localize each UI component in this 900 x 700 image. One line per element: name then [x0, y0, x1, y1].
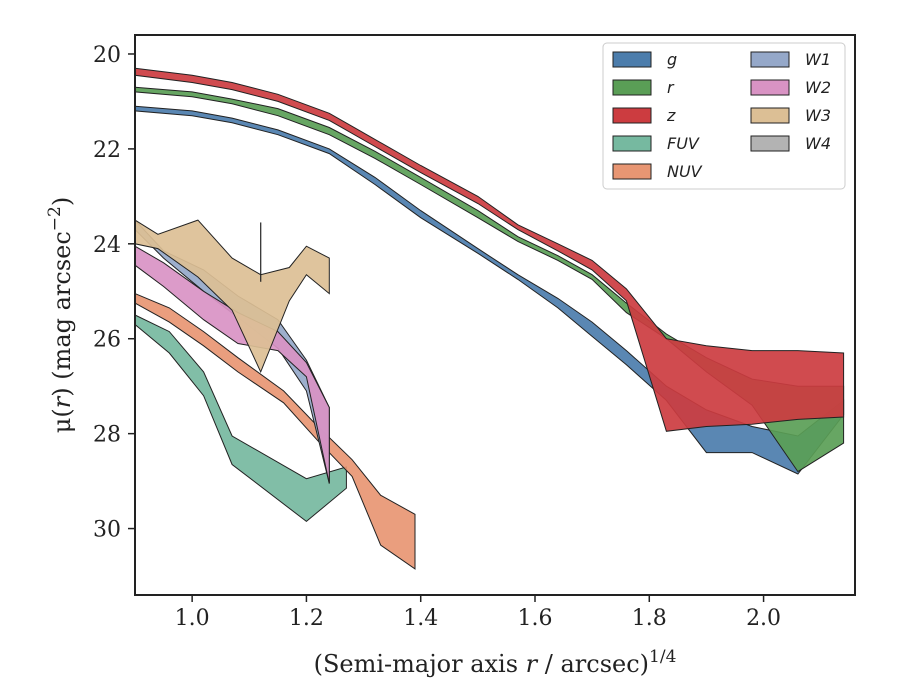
legend-label-w1: W1 [805, 50, 831, 69]
axis-ticks: 1.0 1.2 1.4 1.6 1.8 2.0 20 22 24 26 28 30 [93, 43, 781, 631]
x-tick-label: 1.6 [518, 606, 553, 631]
legend-label-w2: W2 [805, 78, 831, 97]
legend-swatch-fuv [612, 135, 652, 152]
plot-frame [134, 34, 856, 596]
legend-swatch-g [612, 51, 652, 68]
legend-swatch-r [612, 79, 652, 96]
legend-label-nuv: NUV [667, 162, 703, 181]
y-tick-label: 24 [93, 233, 121, 258]
y-axis-label: μ(r) (mag arcsec−2) [45, 197, 76, 434]
band-w2 [134, 245, 330, 484]
y-tick-label: 26 [93, 328, 121, 353]
legend-swatch-w4 [750, 135, 790, 152]
x-tick-label: 1.4 [403, 606, 438, 631]
y-tick-label: 30 [93, 518, 121, 543]
x-tick-label: 1.0 [175, 606, 210, 631]
x-tick-label: 1.2 [289, 606, 324, 631]
band-z [134, 67, 845, 432]
legend-label-fuv: FUV [667, 134, 700, 153]
legend-swatch-w1 [750, 51, 790, 68]
x-tick-label: 1.8 [632, 606, 667, 631]
legend-swatch-z [612, 107, 652, 124]
band-r [134, 86, 845, 473]
y-tick-label: 20 [93, 43, 121, 68]
y-tick-label: 22 [93, 138, 121, 163]
legend-label-w3: W3 [805, 106, 831, 125]
series-bands [134, 67, 845, 570]
legend-swatch-nuv [612, 163, 652, 180]
y-tick-label: 28 [93, 423, 121, 448]
legend-label-g: g [667, 50, 677, 69]
band-fuv [134, 314, 347, 523]
legend-swatch-w3 [750, 107, 790, 124]
legend-label-z: z [666, 106, 676, 125]
x-axis-label: (Semi-major axis r / arcsec)1/4 [314, 647, 677, 678]
band-w3 [134, 219, 330, 374]
band-nuv [134, 292, 416, 570]
legend: grz FUV NUV W1 W2 W3 W4 [602, 42, 846, 190]
legend-swatch-w2 [750, 79, 790, 96]
legend-label-r: r [667, 78, 675, 97]
x-tick-label: 2.0 [746, 606, 781, 631]
legend-label-w4: W4 [805, 134, 831, 153]
